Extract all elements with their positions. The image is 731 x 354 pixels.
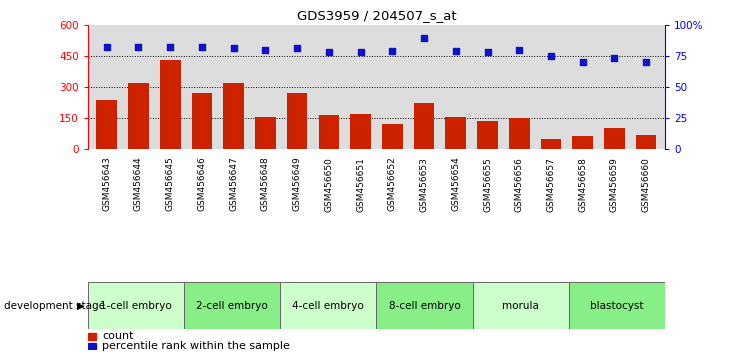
Bar bbox=[414, 103, 434, 149]
Point bbox=[609, 55, 621, 61]
Text: GSM456644: GSM456644 bbox=[134, 157, 143, 211]
Text: percentile rank within the sample: percentile rank within the sample bbox=[102, 341, 290, 351]
Text: GSM456643: GSM456643 bbox=[102, 157, 111, 211]
Bar bbox=[350, 114, 371, 149]
Point bbox=[101, 44, 113, 50]
Text: GSM456655: GSM456655 bbox=[483, 157, 492, 212]
Point bbox=[545, 53, 557, 58]
Bar bbox=[319, 115, 339, 149]
Bar bbox=[572, 136, 593, 149]
Text: morula: morula bbox=[502, 301, 539, 311]
Text: GSM456657: GSM456657 bbox=[547, 157, 556, 212]
Text: 1-cell embryo: 1-cell embryo bbox=[100, 301, 172, 311]
Text: GSM456658: GSM456658 bbox=[578, 157, 587, 212]
Text: GSM456651: GSM456651 bbox=[356, 157, 365, 212]
Text: GSM456646: GSM456646 bbox=[197, 157, 206, 211]
Point bbox=[228, 45, 240, 51]
FancyBboxPatch shape bbox=[569, 282, 665, 329]
Point bbox=[323, 49, 335, 55]
Text: GSM456656: GSM456656 bbox=[515, 157, 523, 212]
Bar bbox=[224, 82, 244, 149]
Bar bbox=[88, 343, 96, 349]
Text: 2-cell embryo: 2-cell embryo bbox=[196, 301, 268, 311]
FancyBboxPatch shape bbox=[473, 282, 569, 329]
Point bbox=[291, 45, 303, 51]
Text: GSM456659: GSM456659 bbox=[610, 157, 619, 212]
Text: GSM456653: GSM456653 bbox=[420, 157, 428, 212]
Bar bbox=[477, 121, 498, 149]
Bar bbox=[128, 82, 149, 149]
Bar bbox=[255, 117, 276, 149]
Bar bbox=[96, 100, 117, 149]
Bar bbox=[88, 333, 96, 340]
FancyBboxPatch shape bbox=[184, 282, 280, 329]
Text: GSM456648: GSM456648 bbox=[261, 157, 270, 211]
Text: count: count bbox=[102, 331, 134, 342]
Point bbox=[482, 49, 493, 55]
Point bbox=[450, 48, 462, 53]
Text: GSM456654: GSM456654 bbox=[451, 157, 461, 211]
Text: development stage: development stage bbox=[4, 301, 105, 311]
Text: 8-cell embryo: 8-cell embryo bbox=[389, 301, 461, 311]
FancyBboxPatch shape bbox=[88, 282, 184, 329]
Point bbox=[418, 35, 430, 41]
Bar bbox=[636, 135, 656, 149]
Bar bbox=[192, 93, 212, 149]
Text: GSM456652: GSM456652 bbox=[388, 157, 397, 211]
Point bbox=[355, 49, 366, 55]
Text: GSM456645: GSM456645 bbox=[166, 157, 175, 211]
Bar bbox=[604, 128, 625, 149]
Point bbox=[513, 47, 525, 52]
Point bbox=[260, 47, 271, 52]
Text: blastocyst: blastocyst bbox=[591, 301, 644, 311]
Text: ▶: ▶ bbox=[77, 301, 84, 311]
Point bbox=[577, 59, 588, 65]
Bar bbox=[541, 139, 561, 149]
FancyBboxPatch shape bbox=[376, 282, 473, 329]
Title: GDS3959 / 204507_s_at: GDS3959 / 204507_s_at bbox=[297, 9, 456, 22]
Bar bbox=[160, 60, 181, 149]
Point bbox=[640, 59, 652, 65]
Bar bbox=[445, 117, 466, 149]
Text: GSM456649: GSM456649 bbox=[292, 157, 302, 211]
Bar bbox=[287, 93, 308, 149]
Point bbox=[132, 44, 144, 50]
Point bbox=[387, 48, 398, 53]
Point bbox=[196, 44, 208, 50]
Bar bbox=[509, 118, 529, 149]
Text: GSM456660: GSM456660 bbox=[642, 157, 651, 212]
Text: GSM456650: GSM456650 bbox=[325, 157, 333, 212]
Bar bbox=[382, 124, 403, 149]
FancyBboxPatch shape bbox=[280, 282, 376, 329]
Text: GSM456647: GSM456647 bbox=[230, 157, 238, 211]
Text: 4-cell embryo: 4-cell embryo bbox=[292, 301, 364, 311]
Point bbox=[164, 44, 176, 50]
